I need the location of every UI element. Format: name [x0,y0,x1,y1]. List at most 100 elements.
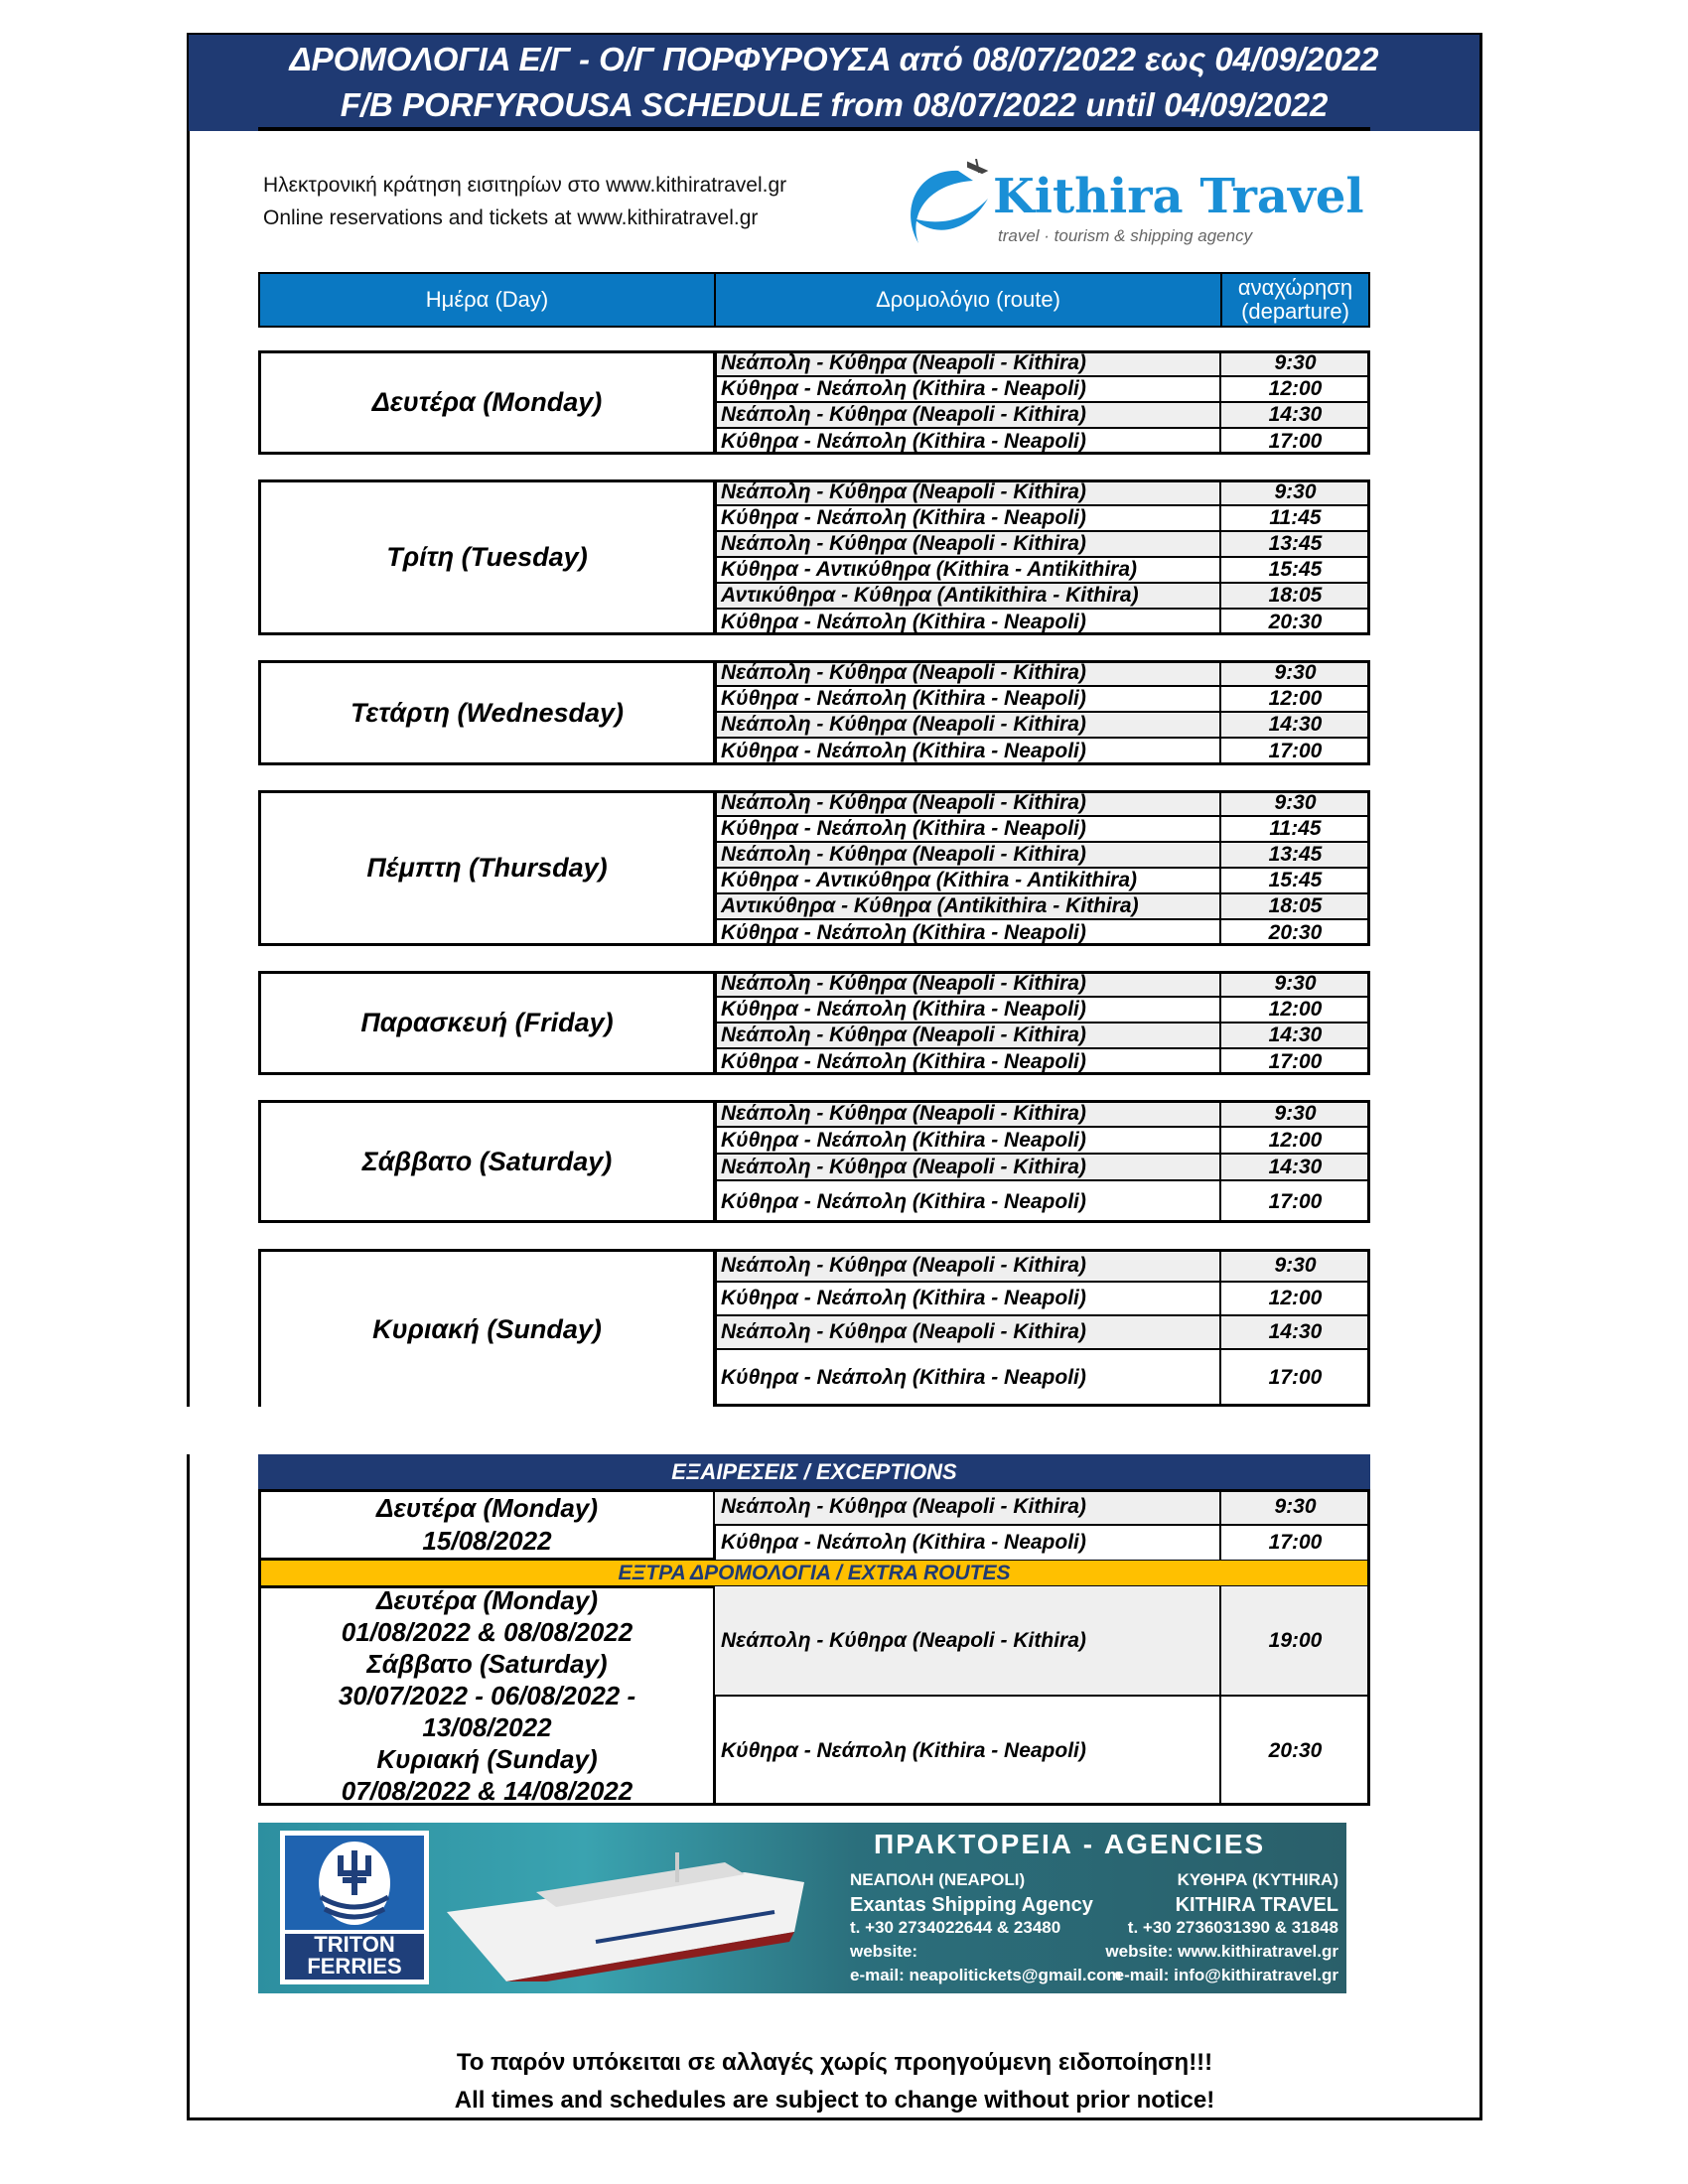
route-cell: Νεάπολη - Κύθηρα (Neapoli - Kithira) [714,842,1220,868]
frame-left-lower [187,1454,190,2120]
route-cell: Αντικύθηρα - Κύθηρα (Antikithira - Kithi… [714,583,1220,609]
route-cell: Κύθηρα - Νεάπολη (Kithira - Neapoli) [714,919,1220,946]
departure-time: 9:30 [1220,790,1370,816]
route-cell: Νεάπολη - Κύθηρα (Neapoli - Kithira) [714,531,1220,557]
route-cell: Νεάπολη - Κύθηρα (Neapoli - Kithira) [714,350,1220,376]
trident-icon [319,1842,390,1925]
exception-day-cell: Δευτέρα (Monday) 15/08/2022 [258,1489,716,1561]
title-english: F/B PORFYROUSA SCHEDULE from 08/07/2022 … [340,86,1329,123]
agencies-banner: TRITON FERRIES ΠΡΑΚΤΟΡΕΙΑ - AGENCIES ΝΕΑ… [258,1823,1346,1993]
route-cell: Κύθηρα - Νεάπολη (Kithira - Neapoli) [714,1127,1220,1154]
extra-route-cell: Κύθηρα - Νεάπολη (Kithira - Neapoli) [714,1696,1220,1806]
triton-brand: TRITON FERRIES [285,1934,424,1979]
departure-time: 14:30 [1220,1315,1370,1349]
departure-time: 17:00 [1220,738,1370,765]
route-cell: Κύθηρα - Νεάπολη (Kithira - Neapoli) [714,1180,1220,1223]
extra-routes-header: ΕΞΤΡΑ ΔΡΟΜΟΛΟΓΙΑ / EXTRA ROUTES [258,1561,1370,1585]
departure-time: 12:00 [1220,1127,1370,1154]
departure-time: 9:30 [1220,660,1370,686]
day-cell: Πέμπτη (Thursday) [258,790,716,946]
route-cell: Κύθηρα - Νεάπολη (Kithira - Neapoli) [714,428,1220,455]
route-cell: Νεάπολη - Κύθηρα (Neapoli - Kithira) [714,790,1220,816]
logo-name: Kithira Travel [993,169,1364,224]
route-cell: Αντικύθηρα - Κύθηρα (Antikithira - Kithi… [714,893,1220,919]
route-cell: Κύθηρα - Νεάπολη (Kithira - Neapoli) [714,686,1220,712]
page-title: ΔΡΟΜΟΛΟΓΙΑ Ε/Γ - Ο/Γ ΠΟΡΦΥΡΟΥΣΑ από 08/0… [189,35,1479,131]
frame-top [187,33,1482,36]
agencies-title: ΠΡΑΚΤΟΡΕΙΑ - AGENCIES [874,1829,1266,1859]
departure-time: 9:30 [1220,1100,1370,1127]
column-header-route: Δρομολόγιο (route) [714,272,1222,328]
exception-route-cell: Νεάπολη - Κύθηρα (Neapoli - Kithira) [714,1489,1220,1525]
day-cell: Τρίτη (Tuesday) [258,479,716,635]
route-cell: Νεάπολη - Κύθηρα (Neapoli - Kithira) [714,660,1220,686]
column-header-day: Ημέρα (Day) [258,272,716,328]
extra-departure-time: 20:30 [1220,1696,1370,1806]
route-cell: Νεάπολη - Κύθηρα (Neapoli - Kithira) [714,1249,1220,1282]
departure-time: 12:00 [1220,376,1370,402]
route-cell: Κύθηρα - Αντικύθηρα (Kithira - Antikithi… [714,557,1220,583]
exceptions-header: ΕΞΑΙΡΕΣΕΙΣ / EXCEPTIONS [258,1454,1370,1489]
day-cell: Κυριακή (Sunday) [258,1249,716,1407]
departure-time: 18:05 [1220,583,1370,609]
departure-time: 12:00 [1220,997,1370,1023]
departure-time: 17:00 [1220,1048,1370,1075]
logo-tagline: travel · tourism & shipping agency [998,226,1253,245]
departure-time: 9:30 [1220,350,1370,376]
disclaimer-greek: Το παρόν υπόκειται σε αλλαγές χωρίς προη… [456,2049,1213,2076]
departure-time: 17:00 [1220,1349,1370,1407]
departure-time: 14:30 [1220,402,1370,428]
route-cell: Κύθηρα - Νεάπολη (Kithira - Neapoli) [714,738,1220,765]
departure-time: 17:00 [1220,428,1370,455]
agency-left-line: website: [850,1942,918,1961]
agency-right-line: website: www.kithiratravel.gr [1105,1942,1338,1961]
departure-time: 20:30 [1220,609,1370,635]
departure-time: 9:30 [1220,479,1370,505]
agency-right-line: e-mail: info@kithiratravel.gr [1114,1966,1338,1984]
route-cell: Νεάπολη - Κύθηρα (Neapoli - Kithira) [714,1023,1220,1048]
departure-time: 9:30 [1220,971,1370,997]
agency-right-line: ΚΥΘΗΡΑ (KYTHIRA) [1177,1870,1338,1889]
departure-time: 13:45 [1220,531,1370,557]
day-cell: Τετάρτη (Wednesday) [258,660,716,765]
route-cell: Νεάπολη - Κύθηρα (Neapoli - Kithira) [714,479,1220,505]
departure-time: 20:30 [1220,919,1370,946]
departure-time: 18:05 [1220,893,1370,919]
agency-right-line: KITHIRA TRAVEL [1175,1894,1338,1916]
departure-time: 12:00 [1220,686,1370,712]
departure-time: 9:30 [1220,1249,1370,1282]
route-cell: Κύθηρα - Αντικύθηρα (Kithira - Antikithi… [714,868,1220,893]
departure-time: 12:00 [1220,1282,1370,1315]
departure-time: 13:45 [1220,842,1370,868]
exception-departure-time: 9:30 [1220,1489,1370,1525]
route-cell: Νεάπολη - Κύθηρα (Neapoli - Kithira) [714,971,1220,997]
kithira-travel-logo: Kithira Travel travel · tourism & shippi… [899,158,1375,258]
route-cell: Κύθηρα - Νεάπολη (Kithira - Neapoli) [714,997,1220,1023]
route-cell: Κύθηρα - Νεάπολη (Kithira - Neapoli) [714,505,1220,531]
extra-route-cell: Νεάπολη - Κύθηρα (Neapoli - Kithira) [714,1585,1220,1696]
frame-right [1479,33,1482,2120]
title-greek: ΔΡΟΜΟΛΟΓΙΑ Ε/Γ - Ο/Γ ΠΟΡΦΥΡΟΥΣΑ από 08/0… [289,41,1379,77]
agency-left-line: t. +30 2734022644 & 23480 [850,1918,1061,1937]
exception-route-cell: Κύθηρα - Νεάπολη (Kithira - Neapoli) [714,1525,1220,1561]
departure-time: 14:30 [1220,1023,1370,1048]
disclaimer-english: All times and schedules are subject to c… [454,2087,1215,2114]
departure-time: 14:30 [1220,712,1370,738]
agency-right-line: t. +30 2736031390 & 31848 [1127,1918,1338,1937]
frame-bottom [187,2117,1482,2120]
departure-time: 11:45 [1220,505,1370,531]
route-cell: Κύθηρα - Νεάπολη (Kithira - Neapoli) [714,816,1220,842]
column-header-departure: αναχώρηση (departure) [1220,272,1370,328]
globe-plane-icon [911,158,989,243]
departure-time: 17:00 [1220,1180,1370,1223]
agency-left-line: ΝΕΑΠΟΛΗ (NEAPOLI) [850,1870,1026,1889]
day-cell: Σάββατο (Saturday) [258,1100,716,1223]
booking-info-greek: Ηλεκτρονική κράτηση εισιτηρίων στο www.k… [263,174,787,197]
route-cell: Νεάπολη - Κύθηρα (Neapoli - Kithira) [714,1315,1220,1349]
departure-time: 14:30 [1220,1154,1370,1180]
route-cell: Νεάπολη - Κύθηρα (Neapoli - Kithira) [714,402,1220,428]
exception-departure-time: 17:00 [1220,1525,1370,1561]
day-cell: Παρασκευή (Friday) [258,971,716,1075]
day-cell: Δευτέρα (Monday) [258,350,716,455]
agency-left-line: e-mail: neapolitickets@gmail.com [850,1966,1122,1984]
